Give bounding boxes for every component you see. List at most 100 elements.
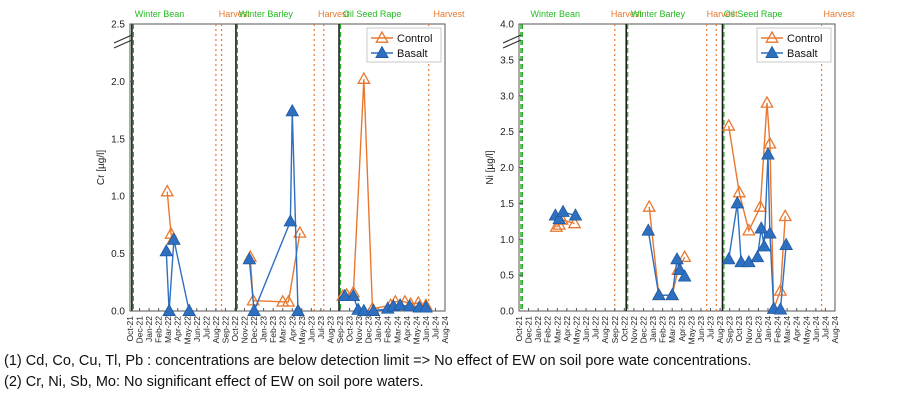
x-tick-label: Nov-23 <box>744 316 754 344</box>
note-no-significant-effect: (2) Cr, Ni, Sb, Mo: No significant effec… <box>4 374 424 390</box>
basalt-data-point <box>346 288 361 302</box>
basalt-data-point <box>159 243 174 257</box>
x-tick-label: Apr-24 <box>402 316 412 342</box>
basalt-data-point <box>337 288 352 302</box>
x-tick-label: May-23 <box>297 316 307 345</box>
x-tick-label: Jan-22 <box>144 316 154 342</box>
control-data-point <box>293 225 307 238</box>
x-tick-label: Aug-23 <box>715 316 725 344</box>
y-tick-label: 0.5 <box>111 249 125 260</box>
x-tick-label: Mar-23 <box>278 316 288 343</box>
x-tick-label: Dec-22 <box>638 316 648 344</box>
x-tick-label: Feb-23 <box>268 316 278 343</box>
x-tick-label: Nov-22 <box>629 316 639 344</box>
plot-frame <box>129 23 446 312</box>
season-label: Oil Seed Rape <box>343 9 402 19</box>
y-axis-label: Cr [µg/l] <box>96 150 107 185</box>
x-tick-label: Jul-23 <box>316 316 326 339</box>
x-tick-label: Dec-21 <box>524 316 534 344</box>
x-tick-label: Jan-24 <box>763 316 773 342</box>
x-tick-label: Jul-22 <box>591 316 601 339</box>
x-tick-label: Dec-23 <box>364 316 374 344</box>
basalt-data-point <box>730 196 745 209</box>
y-tick-label: 1.0 <box>500 235 514 246</box>
y-tick-label: 2.0 <box>500 163 514 174</box>
y-axis-label: Ni [µg/l] <box>485 150 496 184</box>
season-label: Winter Barley <box>239 9 294 19</box>
basalt-data-point <box>665 287 680 301</box>
x-tick-label: Feb-24 <box>773 316 783 343</box>
basalt-data-point <box>393 297 407 311</box>
x-tick-label: Apr-24 <box>792 316 802 342</box>
x-tick-label: Oct-23 <box>345 316 355 342</box>
control-data-point <box>642 199 657 212</box>
x-tick-label: Sep-22 <box>220 316 230 344</box>
y-tick-label: 0.5 <box>500 271 514 282</box>
basalt-data-point <box>182 303 197 316</box>
axis-break-mark <box>113 34 133 44</box>
axis-break-mark <box>502 34 522 44</box>
x-tick-label: Jan-23 <box>648 316 658 342</box>
season-label: Harvest <box>434 9 466 19</box>
season-label: Winter Bean <box>530 9 580 19</box>
x-tick-label: Jul-23 <box>706 316 716 339</box>
y-tick-label: 2.5 <box>111 20 125 31</box>
basalt-data-point <box>285 103 300 117</box>
x-tick-label: Mar-23 <box>667 316 677 343</box>
legend-control-marker <box>765 30 779 43</box>
x-tick-label: Aug-22 <box>600 316 610 344</box>
y-tick-label: 0.0 <box>111 307 125 318</box>
x-tick-label: Feb-23 <box>658 316 668 343</box>
season-label: Harvest <box>707 9 739 19</box>
basalt-data-point <box>651 287 666 301</box>
x-tick-label: Jun-22 <box>581 316 591 342</box>
basalt-data-point <box>670 252 684 265</box>
control-data-point <box>773 283 788 296</box>
legend-control-label: Control <box>397 33 432 45</box>
basalt-data-point <box>773 302 788 315</box>
season-label: Harvest <box>219 9 251 19</box>
control-data-point <box>760 95 774 108</box>
basalt-data-point <box>366 303 381 316</box>
x-tick-label: Dec-21 <box>135 316 145 344</box>
basalt-data-point <box>754 221 769 234</box>
x-tick-label: Apr-23 <box>677 316 687 342</box>
control-data-point <box>753 199 768 212</box>
x-tick-label: Jul-22 <box>201 316 211 339</box>
season-label: Oil Seed Rape <box>724 9 783 19</box>
x-tick-label: May-24 <box>801 316 811 345</box>
x-tick-label: Apr-22 <box>173 316 183 342</box>
y-tick-label: 1.5 <box>111 134 125 145</box>
y-tick-label: 1.0 <box>111 192 125 203</box>
x-tick-label: Oct-21 <box>125 316 135 342</box>
x-tick-label: May-22 <box>182 316 192 345</box>
legend-basalt-marker <box>375 45 389 58</box>
x-tick-label: May-22 <box>571 316 581 345</box>
basalt-data-point <box>750 249 765 263</box>
x-tick-label: Mar-22 <box>552 316 562 343</box>
y-tick-label: 2.0 <box>111 77 125 88</box>
x-tick-label: Mar-24 <box>782 316 792 343</box>
x-tick-label: Dec-22 <box>249 316 259 344</box>
axis-break-mark <box>113 39 133 49</box>
y-tick-label: 4.0 <box>500 20 514 31</box>
season-label: Harvest <box>611 9 643 19</box>
y-tick-label: 0.0 <box>500 307 514 318</box>
x-tick-label: Oct-22 <box>230 316 240 342</box>
control-data-point <box>778 208 793 222</box>
x-tick-label: Aug-24 <box>830 316 840 344</box>
basalt-data-point <box>402 299 417 312</box>
basalt-data-point <box>552 211 567 225</box>
x-tick-label: Jul-24 <box>820 316 830 339</box>
basalt-data-point <box>291 303 305 316</box>
x-tick-label: Nov-23 <box>354 316 364 344</box>
x-tick-label: Nov-22 <box>240 316 250 344</box>
x-tick-label: Feb-22 <box>543 316 553 343</box>
basalt-data-point <box>242 252 257 265</box>
season-label: Harvest <box>824 9 856 19</box>
basalt-data-point <box>162 303 176 316</box>
x-tick-label: Jan-23 <box>259 316 269 342</box>
